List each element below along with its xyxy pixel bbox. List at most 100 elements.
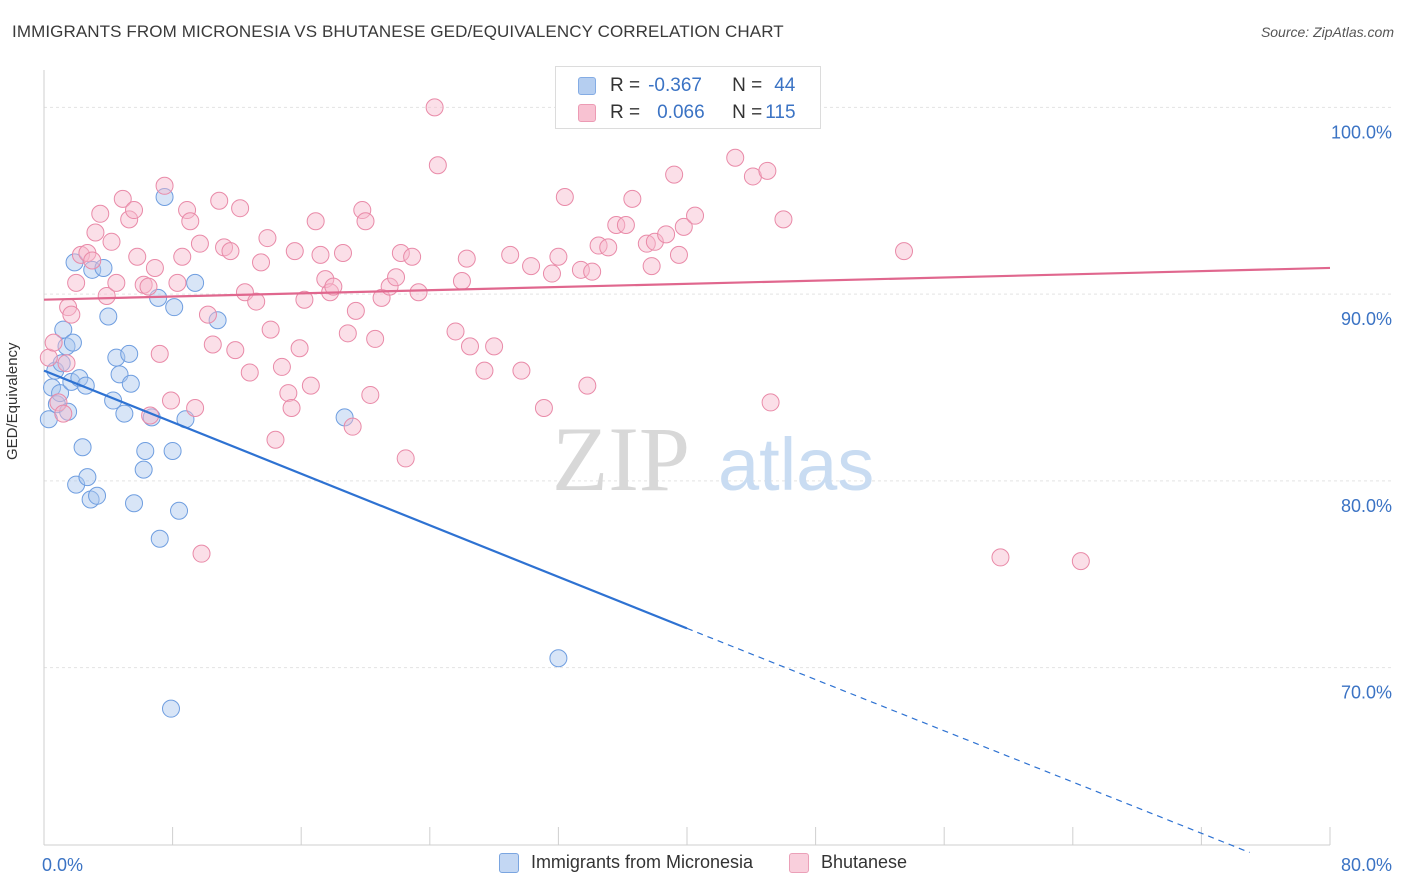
point-bhutanese-90 [578,376,597,395]
point-bhutanese-53 [301,376,320,395]
point-bhutanese-55 [311,245,330,264]
point-bhutanese-82 [501,245,520,264]
point-bhutanese-13 [97,286,116,305]
point-micronesia-14 [73,438,92,457]
watermark: ZIP atlas [552,408,874,510]
point-bhutanese-63 [353,201,372,220]
point-bhutanese-10 [83,251,102,270]
point-bhutanese-108 [758,161,777,180]
r-value: 0.066 [657,102,705,123]
point-bhutanese-103 [674,217,693,236]
point-bhutanese-75 [428,156,447,175]
point-bhutanese-113 [1071,552,1090,571]
point-bhutanese-24 [155,176,174,195]
y-axis-label: GED/Equivalency [4,342,21,460]
y-tick-label-70: 70.0% [1341,683,1392,703]
point-micronesia-18 [83,260,102,279]
point-bhutanese-17 [120,210,139,229]
point-bhutanese-35 [210,191,229,210]
watermark-atlas: atlas [718,423,874,506]
r-label: R = [610,75,641,96]
point-bhutanese-78 [460,337,479,356]
stats-legend: R = -0.367 N = 44 R = 0.066 N = 115 [555,66,821,129]
y-tick-labels: 100.0% 90.0% 80.0% 70.0% [1331,122,1392,702]
point-bhutanese-41 [240,363,259,382]
point-bhutanese-8 [71,245,90,264]
r-value: -0.367 [648,75,702,96]
x-tick-label-80: 80.0% [1341,855,1392,875]
point-bhutanese-102 [669,245,688,264]
point-bhutanese-28 [178,201,197,220]
point-bhutanese-16 [113,189,132,208]
micronesia-legend-swatch [498,852,519,873]
point-bhutanese-74 [425,98,444,117]
point-bhutanese-15 [107,273,126,292]
point-bhutanese-29 [181,212,200,231]
point-bhutanese-87 [549,247,568,266]
point-bhutanese-73 [409,283,428,302]
legend-item-bhutanese: Bhutanese [788,852,907,873]
source-credit: Source: ZipAtlas.com [1260,24,1394,40]
x-tick-label-0: 0.0% [42,855,83,875]
point-bhutanese-52 [295,290,314,309]
point-bhutanese-60 [338,324,357,343]
legend-label-micronesia: Immigrants from Micronesia [530,852,753,872]
point-bhutanese-99 [645,232,664,251]
y-tick-label-80: 80.0% [1341,496,1392,516]
point-micronesia-29 [134,460,153,479]
point-bhutanese-61 [343,417,362,436]
trend-line-bhutanese [43,266,1331,301]
point-bhutanese-12 [91,204,110,223]
point-bhutanese-42 [247,292,266,311]
gridlines [44,106,1392,669]
point-bhutanese-31 [190,234,209,253]
n-label: N = [732,102,763,123]
point-bhutanese-23 [150,344,169,363]
point-bhutanese-46 [266,430,285,449]
x-tick-labels: 0.0% 80.0% [42,855,1392,875]
point-bhutanese-88 [555,187,574,206]
point-bhutanese-49 [282,399,301,418]
trend-line-extension-micronesia [686,627,1250,854]
point-micronesia-30 [136,441,155,460]
trend-lines [43,266,1331,854]
point-bhutanese-11 [86,223,105,242]
point-bhutanese-62 [346,301,365,320]
point-micronesia-33 [150,529,169,548]
micronesia-swatch [578,77,596,95]
point-micronesia-35 [161,699,180,718]
point-micronesia-37 [165,298,184,317]
point-bhutanese-27 [173,247,192,266]
bhutanese-legend-swatch [788,852,809,873]
n-value: 115 [765,102,796,123]
point-bhutanese-32 [192,544,211,563]
point-bhutanese-1 [44,333,63,352]
point-bhutanese-79 [452,272,471,291]
point-bhutanese-34 [203,335,222,354]
chart-title: IMMIGRANTS FROM MICRONESIA VS BHUTANESE … [12,22,784,41]
point-bhutanese-76 [446,322,465,341]
watermark-zip: ZIP [552,408,690,510]
point-micronesia-40 [186,273,205,292]
point-bhutanese-39 [231,199,250,218]
point-bhutanese-51 [290,339,309,358]
point-micronesia-43 [549,649,568,668]
point-bhutanese-54 [306,212,325,231]
point-micronesia-10 [63,333,82,352]
point-micronesia-25 [115,404,134,423]
point-micronesia-26 [120,344,139,363]
point-bhutanese-22 [145,258,164,277]
point-bhutanese-70 [391,244,410,263]
y-tick-label-100: 100.0% [1331,122,1392,142]
bhutanese-swatch [578,104,596,122]
point-bhutanese-6 [62,305,81,324]
point-bhutanese-95 [616,216,635,234]
point-micronesia-4 [51,384,70,403]
point-micronesia-20 [94,258,113,277]
point-bhutanese-71 [396,449,415,468]
point-bhutanese-100 [657,225,676,244]
point-bhutanese-58 [324,277,343,296]
data-points [39,98,1090,718]
point-bhutanese-66 [366,329,385,348]
point-bhutanese-0 [39,348,58,367]
